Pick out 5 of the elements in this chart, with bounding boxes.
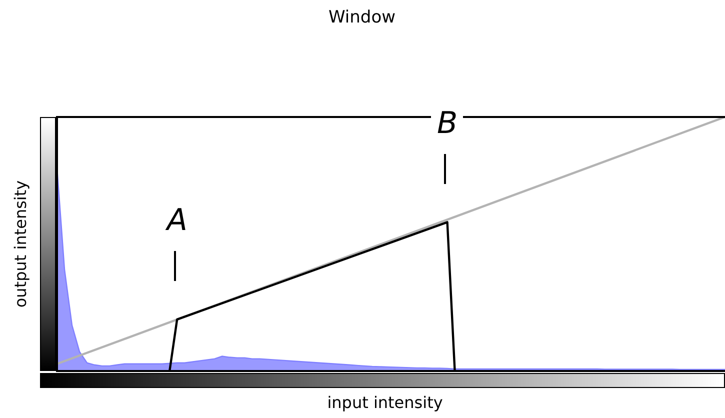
- annotation: B: [431, 106, 464, 142]
- x-axis-title: input intensity: [327, 393, 443, 412]
- chart-title: Window: [328, 7, 396, 28]
- annotation: A: [161, 203, 194, 240]
- y-axis-title: output intensity: [11, 180, 30, 308]
